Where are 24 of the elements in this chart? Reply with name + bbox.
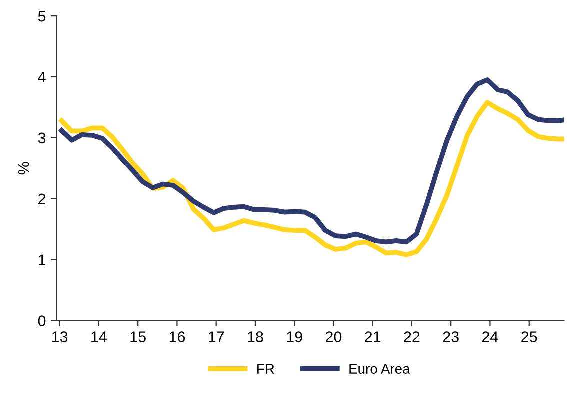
y-tick-label: 3 bbox=[38, 132, 46, 144]
x-tick-label: 23 bbox=[443, 332, 459, 342]
x-tick-label: 24 bbox=[482, 332, 498, 342]
x-tick-label: 19 bbox=[287, 332, 302, 342]
line-series bbox=[59, 78, 564, 245]
x-tick-label: 16 bbox=[170, 332, 186, 342]
y-tick-label: 2 bbox=[38, 194, 46, 204]
legend-label: Euro Area bbox=[350, 364, 410, 374]
y-tick-label: 4 bbox=[38, 72, 46, 83]
x-tick-label: 20 bbox=[326, 332, 342, 342]
x-tick-label: 25 bbox=[522, 332, 538, 342]
legend-label: FR bbox=[258, 364, 274, 374]
x-tick-label: 14 bbox=[92, 332, 108, 342]
x-tick-label: 22 bbox=[404, 332, 420, 342]
x-tick-label: 15 bbox=[130, 332, 146, 342]
x-tick-label: 18 bbox=[248, 332, 264, 342]
line-series bbox=[59, 100, 564, 258]
y-tick-label: 0 bbox=[38, 316, 46, 326]
x-tick-label: 13 bbox=[52, 332, 68, 342]
x-tick-label: 17 bbox=[209, 332, 224, 342]
y-axis-title: % bbox=[18, 162, 30, 175]
y-tick-label: 1 bbox=[38, 254, 46, 266]
x-tick-label: 21 bbox=[365, 332, 381, 342]
y-tick-label: 5 bbox=[38, 11, 46, 22]
